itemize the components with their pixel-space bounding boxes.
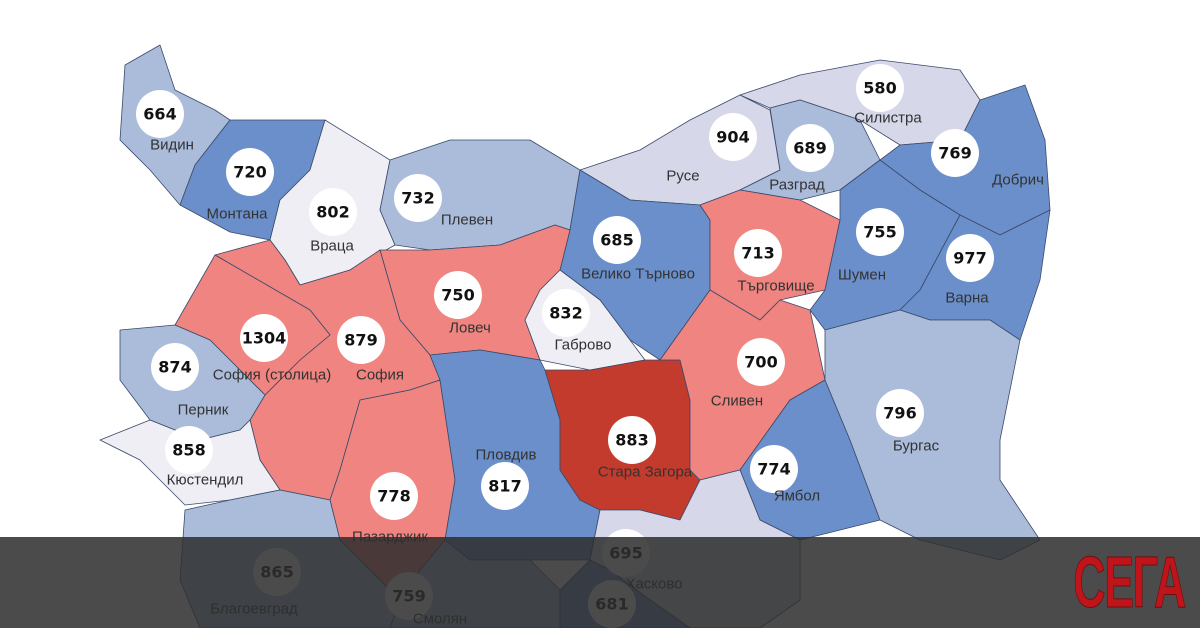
region-2-value-bubble (226, 148, 274, 196)
region-13-value-bubble (434, 271, 482, 319)
region-7-value-bubble (786, 124, 834, 172)
region-19-value: 778 (377, 487, 410, 506)
region-6-value-bubble (856, 64, 904, 112)
region-11-value-bubble (856, 208, 904, 256)
region-5-name: Русе (666, 168, 699, 185)
region-14-value-bubble (542, 289, 590, 337)
region-10-value: 713 (741, 244, 774, 263)
region-16-name: София (столица) (213, 367, 331, 384)
region-2-value: 720 (233, 163, 266, 182)
region-7-name: Разград (769, 177, 825, 194)
region-11-value: 755 (863, 223, 896, 242)
region-8-name: Добрич (992, 172, 1044, 189)
region-21-value: 883 (615, 431, 648, 450)
region-16-value-bubble (240, 314, 288, 362)
region-9-value: 685 (600, 231, 633, 250)
region-8-value-bubble (931, 129, 979, 177)
region-11-name: Шумен (838, 267, 886, 284)
region-17-value-bubble (151, 343, 199, 391)
region-18-name: Кюстендил (167, 472, 244, 489)
region-21-value-bubble (608, 416, 656, 464)
region-9-value-bubble (593, 216, 641, 264)
region-12-name: Варна (945, 290, 989, 307)
region-3-name: Враца (310, 238, 354, 255)
region-7-value: 689 (793, 139, 826, 158)
region-21-name: Стара Загора (598, 464, 693, 481)
region-10-value-bubble (734, 229, 782, 277)
region-13-name: Ловеч (449, 320, 491, 337)
region-6-value: 580 (863, 79, 896, 98)
region-23-name: Ямбол (774, 488, 820, 505)
region-5-value-bubble (709, 113, 757, 161)
region-17-value: 874 (158, 358, 191, 377)
region-17-name: Перник (178, 402, 229, 419)
region-16-value: 1304 (242, 329, 287, 348)
region-15-name: София (356, 367, 404, 384)
region-14-name: Габрово (554, 337, 611, 354)
region-5-value: 904 (716, 128, 749, 147)
region-20-value: 817 (488, 477, 521, 496)
region-22-value: 700 (744, 353, 777, 372)
region-23-value-bubble (750, 445, 798, 493)
logo-text: СЕГА (1073, 543, 1187, 624)
region-1-value: 664 (143, 105, 176, 124)
region-3-value: 802 (316, 203, 349, 222)
region-1-value-bubble (136, 90, 184, 138)
sega-logo: СЕГА (1073, 540, 1187, 626)
region-23-value: 774 (757, 460, 790, 479)
region-4-value: 732 (401, 189, 434, 208)
region-22-value-bubble (737, 338, 785, 386)
region-8-value: 769 (938, 144, 971, 163)
region-20-value-bubble (481, 462, 529, 510)
region-3-value-bubble (309, 188, 357, 236)
region-15-value: 879 (344, 331, 377, 350)
region-18-value-bubble (165, 426, 213, 474)
region-18-value: 858 (172, 441, 205, 460)
region-13-value: 750 (441, 286, 474, 305)
region-9-name: Велико Търново (581, 266, 695, 283)
region-15-value-bubble (337, 316, 385, 364)
region-2-name: Монтана (207, 206, 269, 223)
region-20-name: Пловдив (476, 447, 537, 464)
bottom-dark-banner (0, 537, 1200, 628)
region-12-value: 977 (953, 249, 986, 268)
region-24-name: Бургас (893, 438, 940, 455)
region-10-name: Търговище (737, 278, 814, 295)
region-19-value-bubble (370, 472, 418, 520)
region-14-value: 832 (549, 304, 582, 323)
region-4-name: Плевен (441, 212, 493, 229)
region-24-value-bubble (876, 389, 924, 437)
region-4-value-bubble (394, 174, 442, 222)
region-1-name: Видин (150, 137, 194, 154)
region-6-name: Силистра (854, 110, 922, 127)
region-22-name: Сливен (711, 393, 763, 410)
region-12-value-bubble (946, 234, 994, 282)
region-24-value: 796 (883, 404, 916, 423)
region-24-shape (824, 309, 1041, 561)
